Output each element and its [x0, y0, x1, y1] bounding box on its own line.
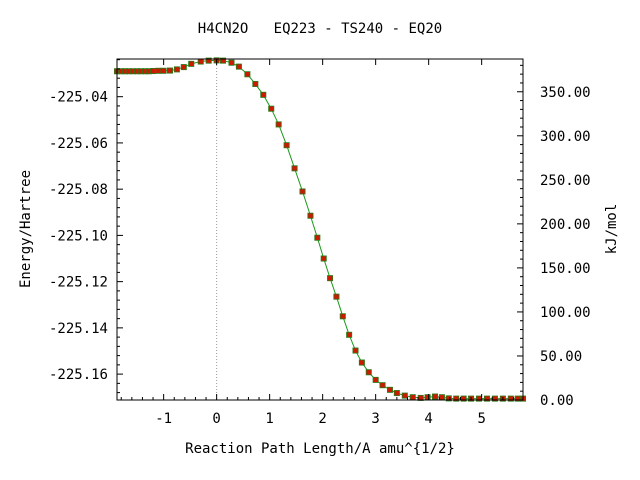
data-point: [197, 58, 204, 65]
data-point: [445, 395, 452, 402]
data-point: [432, 393, 439, 400]
data-point: [424, 394, 431, 401]
data-point: [252, 80, 259, 87]
data-point: [365, 369, 372, 376]
axis-layer: -1 0 1 2 3 4 5 -225.04 -225.06 -225.08 -225.10 -225…: [49, 59, 591, 427]
data-point: [155, 67, 162, 74]
x-tick-label: -1: [155, 411, 172, 427]
y2-tick-label: 250.00: [540, 173, 591, 189]
x-tick-label: 5: [477, 411, 485, 427]
chart-title: H4CN2O EQ223 - TS240 - EQ20: [198, 21, 442, 37]
data-point: [386, 386, 393, 393]
x-tick-label: 0: [212, 411, 220, 427]
data-point: [346, 331, 353, 338]
y2-tick-label: 200.00: [540, 217, 591, 233]
x-tick-label: 1: [265, 411, 273, 427]
y2-tick-label: 50.00: [540, 349, 582, 365]
data-point: [220, 57, 227, 64]
data-point: [260, 91, 267, 98]
data-point: [379, 382, 386, 389]
data-point: [372, 376, 379, 383]
data-point: [150, 68, 157, 75]
data-point: [275, 121, 282, 128]
y-tick-label: -225.16: [49, 367, 108, 383]
data-point: [180, 64, 187, 71]
y2-tick-label: 350.00: [540, 85, 591, 101]
y-tick-label: -225.06: [49, 136, 108, 152]
data-point: [483, 395, 490, 402]
data-point: [173, 66, 180, 73]
plot-layer: [114, 57, 527, 402]
data-point: [244, 71, 251, 78]
data-point: [205, 57, 212, 64]
data-point: [333, 293, 340, 300]
data-point: [291, 165, 298, 172]
y2-tick-label: 300.00: [540, 129, 591, 145]
data-point: [393, 390, 400, 397]
data-point: [401, 392, 408, 399]
data-point: [339, 313, 346, 320]
x-axis-label: Reaction Path Length/A amu^{1/2}: [185, 441, 455, 457]
data-point: [314, 234, 321, 241]
data-point: [453, 395, 460, 402]
x-tick-label: 4: [424, 411, 432, 427]
y-tick-label: -225.08: [49, 182, 108, 198]
y-axis-label: Energy/Hartree: [18, 170, 34, 288]
data-point: [358, 359, 365, 366]
y2-tick-label: 0.00: [540, 393, 574, 409]
data-point: [160, 67, 167, 74]
x-tick-label: 2: [318, 411, 326, 427]
data-point: [188, 60, 195, 67]
data-point: [268, 105, 275, 112]
data-point: [166, 67, 173, 74]
plot-frame: [116, 58, 524, 401]
data-point: [299, 188, 306, 195]
series-line: [117, 59, 523, 400]
y-tick-label: -225.14: [49, 321, 108, 337]
y-tick-label: -225.10: [49, 228, 108, 244]
y2-tick-label: 100.00: [540, 305, 591, 321]
y-tick-label: -225.12: [49, 275, 108, 291]
data-point: [228, 59, 235, 66]
data-point: [438, 394, 445, 401]
data-point: [307, 212, 314, 219]
y-tick-label: -225.04: [49, 90, 108, 106]
y2-tick-label: 150.00: [540, 261, 591, 277]
data-point: [352, 347, 359, 354]
data-point: [320, 255, 327, 262]
y2-axis-label: kJ/mol: [604, 204, 620, 255]
x-tick-label: 3: [371, 411, 379, 427]
data-point: [409, 394, 416, 401]
data-point: [327, 275, 334, 282]
data-point: [460, 395, 467, 402]
data-point: [283, 142, 290, 149]
data-point: [235, 63, 242, 70]
